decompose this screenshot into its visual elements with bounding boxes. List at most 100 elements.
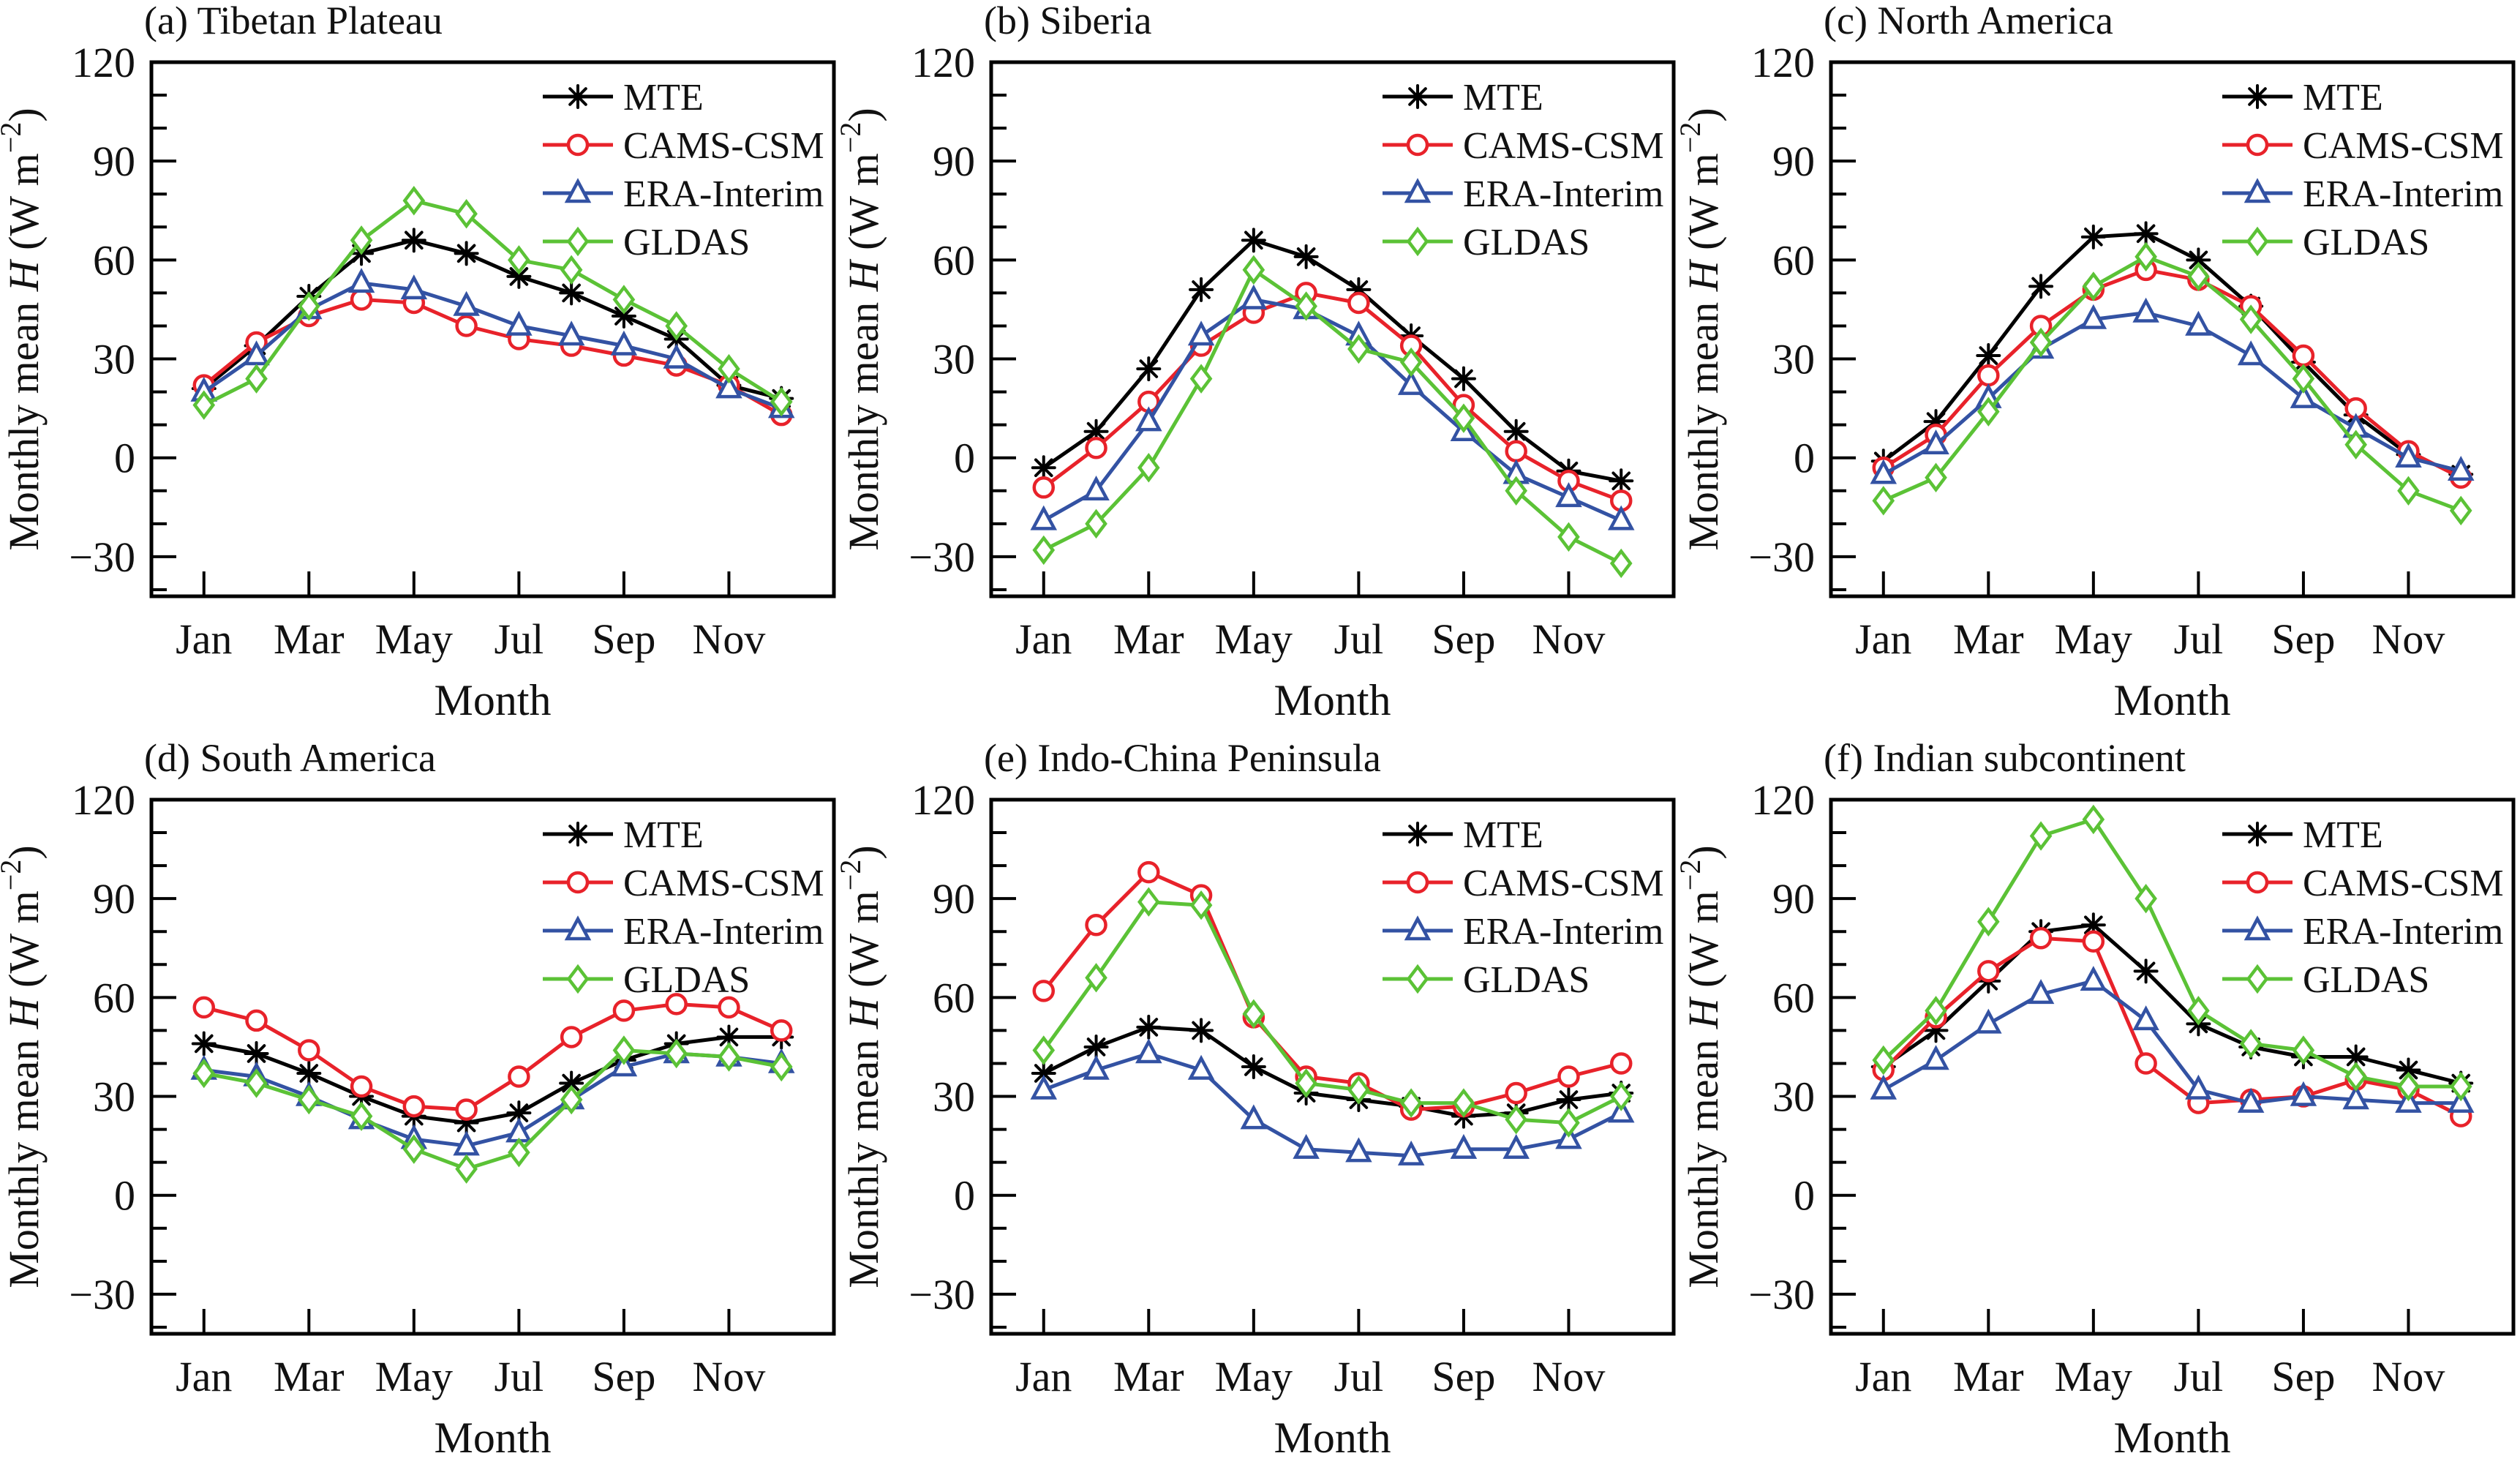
marker-triangle-icon	[1293, 1133, 1320, 1159]
marker-diamond-icon	[1295, 1068, 1317, 1098]
y-tick-label: −30	[1748, 533, 1815, 581]
x-tick-label: Jul	[494, 1353, 544, 1400]
marker-circle-icon	[1505, 440, 1527, 462]
marker-circle-icon	[350, 1075, 373, 1098]
marker-diamond-icon	[2397, 476, 2420, 506]
marker-triangle-icon	[2027, 979, 2055, 1005]
series-GLDAS	[1032, 255, 1633, 579]
marker-diamond-icon	[297, 291, 320, 321]
series-CAMS-CSM	[192, 993, 793, 1121]
marker-diamond-icon	[1976, 907, 2000, 937]
marker-asterisk-icon	[191, 1031, 217, 1056]
marker-triangle-icon	[2132, 297, 2159, 323]
marker-diamond-icon	[2029, 821, 2053, 851]
y-tick-labels: 120 90 60 30 0 −30	[1748, 776, 1815, 1318]
marker-diamond-icon	[612, 1035, 636, 1065]
legend-label: ERA-Interim	[623, 173, 824, 215]
marker-diamond-icon	[2082, 804, 2105, 835]
marker-triangle-icon	[610, 330, 638, 356]
marker-asterisk-icon	[2080, 224, 2106, 249]
marker-triangle-icon	[2290, 383, 2317, 408]
marker-triangle-icon	[1187, 320, 1215, 346]
marker-diamond-icon	[566, 964, 590, 994]
marker-diamond-icon	[1557, 522, 1580, 552]
y-minor-ticks	[153, 831, 167, 1329]
series-GLDAS	[1872, 804, 2472, 1102]
marker-asterisk-icon	[565, 822, 590, 847]
legend-label: GLDAS	[623, 959, 750, 1001]
marker-circle-icon	[402, 1095, 426, 1118]
legend-item-GLDAS: GLDAS	[543, 959, 750, 1001]
marker-asterisk-icon	[454, 241, 479, 266]
marker-diamond-icon	[350, 225, 373, 255]
y-tick-label: −30	[69, 533, 135, 581]
legend-item-ERA-Interim: ERA-Interim	[543, 173, 824, 215]
series-GLDAS-markers	[1872, 804, 2472, 1102]
marker-triangle-icon	[1240, 284, 1268, 309]
series-GLDAS	[1032, 887, 1633, 1138]
panel-e: 120 90 60 30 0 −30 Jan Mar May Jul Sep Nov Month Mont…	[840, 738, 1680, 1475]
marker-circle-icon	[1347, 291, 1370, 315]
marker-diamond-icon	[612, 285, 636, 315]
marker-triangle-icon	[2342, 1084, 2369, 1110]
marker-circle-icon	[455, 315, 478, 337]
x-tick-label: Mar	[274, 615, 345, 663]
panel-title: (a) Tibetan Plateau	[144, 0, 443, 42]
y-tick-labels: 120 90 60 30 0 −30	[909, 776, 975, 1318]
marker-diamond-icon	[2239, 1029, 2263, 1059]
x-tick-label: Sep	[592, 615, 655, 663]
y-major-ticks	[153, 798, 176, 1296]
marker-diamond-icon	[2135, 241, 2157, 272]
legend: MTE CAMS-CSM ERA-Interim GLDAS	[1383, 77, 1664, 263]
panel-title: (f) Indian subcontinent	[1824, 738, 2186, 780]
marker-circle-icon	[2082, 930, 2105, 953]
marker-circle-icon	[1557, 1065, 1580, 1088]
y-minor-ticks	[1832, 831, 1846, 1329]
marker-diamond-icon	[1189, 364, 1213, 394]
marker-diamond-icon	[2246, 964, 2269, 994]
marker-asterisk-icon	[1241, 1054, 1266, 1079]
marker-circle-icon	[1085, 436, 1107, 459]
x-tick-label: Mar	[1113, 1353, 1184, 1400]
marker-circle-icon	[566, 871, 590, 894]
marker-asterisk-icon	[559, 280, 584, 306]
x-tick-label: Jan	[1855, 1353, 1911, 1400]
x-ticks	[202, 571, 731, 595]
x-tick-label: Sep	[1432, 1353, 1495, 1400]
marker-circle-icon	[2246, 871, 2269, 894]
x-tick-label: Jan	[1015, 615, 1072, 663]
x-tick-label: Nov	[693, 1353, 766, 1400]
marker-asterisk-icon	[2245, 84, 2270, 109]
marker-asterisk-icon	[1031, 1061, 1056, 1086]
y-tick-labels: 120 90 60 30 0 −30	[69, 39, 135, 581]
x-tick-label: Mar	[274, 1353, 345, 1400]
legend-label: CAMS-CSM	[2303, 863, 2504, 904]
legend-item-CAMS-CSM: CAMS-CSM	[1383, 863, 1664, 904]
x-tick-label: Nov	[693, 615, 766, 663]
marker-diamond-icon	[560, 1084, 583, 1115]
series-GLDAS-markers	[1032, 255, 1633, 579]
marker-circle-icon	[1406, 133, 1429, 157]
series-MTE-markers	[1031, 1014, 1634, 1129]
y-tick-label: 0	[1794, 435, 1815, 482]
series-ERA-Interim	[190, 1038, 795, 1156]
marker-circle-icon	[560, 1026, 583, 1048]
marker-circle-icon	[2135, 1052, 2157, 1075]
legend: MTE CAMS-CSM ERA-Interim GLDAS	[543, 77, 824, 263]
marker-triangle-icon	[1135, 1038, 1162, 1064]
marker-diamond-icon	[2187, 261, 2210, 292]
marker-diamond-icon	[1872, 486, 1895, 516]
legend-item-CAMS-CSM: CAMS-CSM	[543, 863, 824, 904]
x-ticks	[1042, 1309, 1571, 1332]
marker-diamond-icon	[2029, 327, 2053, 358]
legend-label: MTE	[2303, 77, 2383, 119]
y-tick-label: 60	[1772, 236, 1815, 284]
marker-triangle-icon	[1240, 1104, 1268, 1130]
y-tick-label: 60	[93, 236, 135, 284]
y-major-ticks	[1832, 61, 1856, 558]
y-tick-label: 30	[93, 336, 135, 383]
marker-triangle-icon	[1922, 429, 1949, 454]
y-major-ticks	[993, 798, 1016, 1296]
marker-asterisk-icon	[1083, 1034, 1109, 1059]
marker-asterisk-icon	[2245, 822, 2270, 847]
